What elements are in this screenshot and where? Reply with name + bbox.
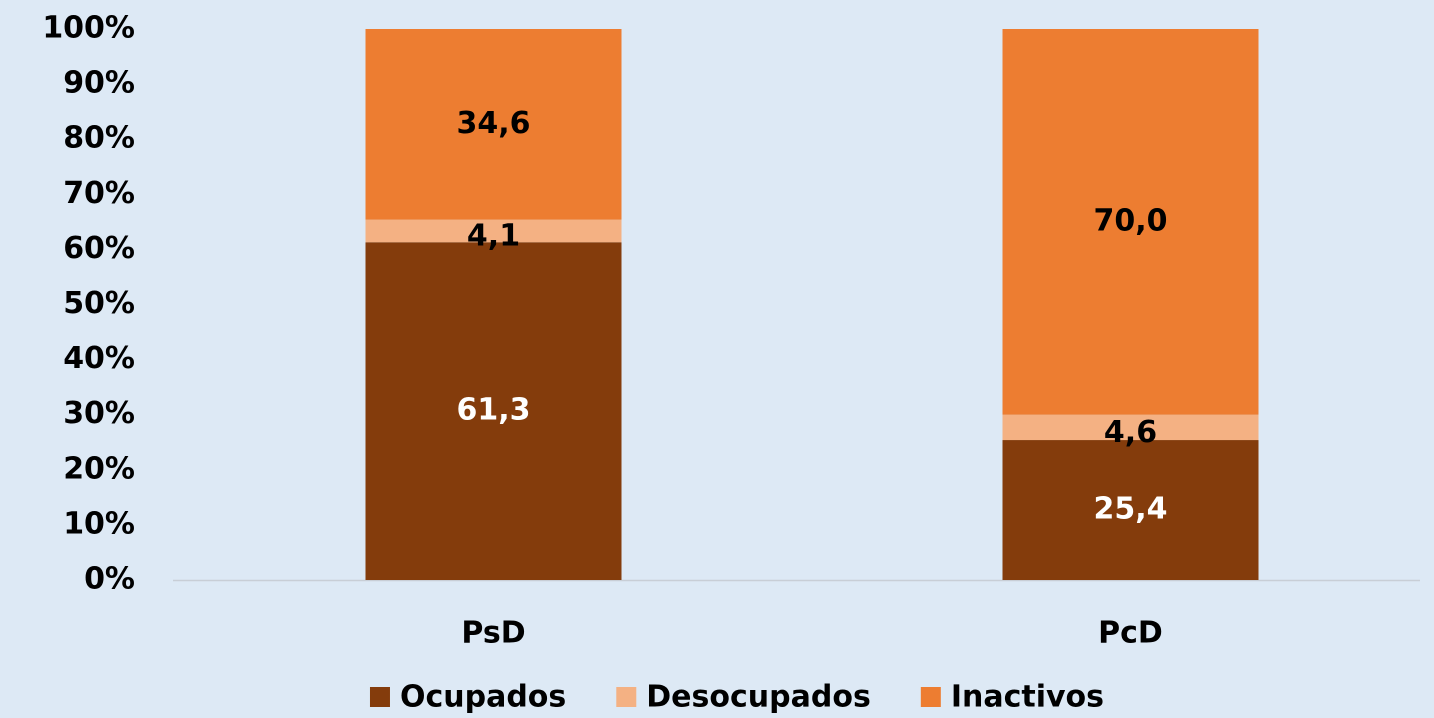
y-tick-label: 40%	[63, 341, 135, 376]
bar-segment	[1002, 440, 1259, 580]
bar-segment	[365, 242, 622, 580]
data-label: 25,4	[1093, 492, 1167, 527]
legend-label: Desocupados	[646, 680, 871, 715]
bar-segment	[1002, 414, 1259, 441]
y-tick-label: 30%	[63, 396, 135, 431]
legend-label: Inactivos	[951, 680, 1104, 715]
legend-swatch	[616, 687, 637, 707]
y-tick-label: 100%	[42, 11, 135, 46]
y-tick-label: 0%	[84, 562, 135, 597]
y-tick-label: 70%	[63, 176, 135, 211]
y-tick-label: 50%	[63, 286, 135, 321]
legend-swatch	[369, 687, 390, 707]
legend-label: Ocupados	[400, 680, 566, 715]
x-tick-label: PsD	[461, 616, 525, 651]
x-tick-label: PcD	[1098, 616, 1163, 651]
data-label: 4,6	[1104, 415, 1157, 450]
data-label: 70,0	[1093, 203, 1167, 238]
y-tick-label: 10%	[63, 506, 135, 541]
y-tick-label: 90%	[63, 66, 135, 101]
legend-swatch	[920, 687, 941, 707]
data-label: 4,1	[467, 218, 520, 253]
data-label: 34,6	[456, 106, 530, 141]
bar-segment	[365, 219, 622, 243]
bar-segment	[365, 29, 622, 220]
y-tick-label: 20%	[63, 451, 135, 486]
y-tick-label: 80%	[63, 121, 135, 156]
data-label: 61,3	[456, 393, 530, 428]
bar-segment	[1002, 29, 1259, 415]
y-tick-label: 60%	[63, 231, 135, 266]
